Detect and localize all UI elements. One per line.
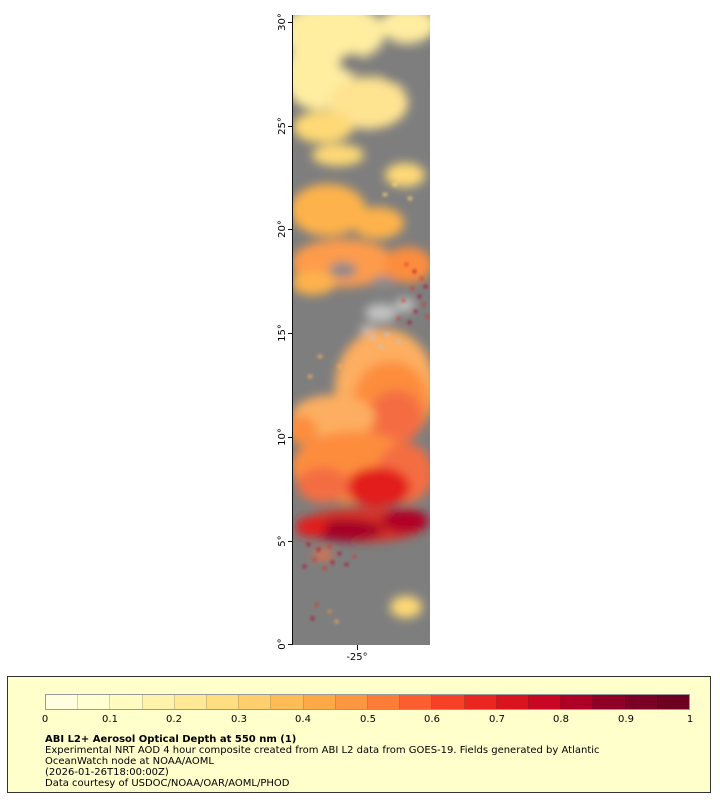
lat-tick xyxy=(288,644,293,645)
colorbar-tick-label: 0.3 xyxy=(231,714,247,725)
colorbar-cell xyxy=(78,695,111,709)
aod-data-layer xyxy=(293,15,430,618)
colorbar-tick-label: 1 xyxy=(686,714,694,725)
legend-title: ABI L2+ Aerosol Optical Depth at 550 nm … xyxy=(45,734,297,745)
colorbar-tick-label: 0.2 xyxy=(166,714,182,725)
lat-tick xyxy=(288,437,293,438)
colorbar-cell xyxy=(625,695,658,709)
lat-tick xyxy=(288,126,293,127)
colorbar-cell xyxy=(207,695,240,709)
aod-swath-map xyxy=(293,15,430,645)
colorbar-tick-label: 0.1 xyxy=(102,714,118,725)
lat-tick-label: 20° xyxy=(277,220,288,238)
colorbar-tick-label: 0.7 xyxy=(489,714,505,725)
colorbar-cell xyxy=(529,695,562,709)
legend-timestamp: (2026-01-26T18:00:00Z) xyxy=(45,767,169,778)
lon-tick xyxy=(357,645,358,650)
colorbar-cell xyxy=(657,695,690,709)
aod-speckle-layer xyxy=(303,183,429,623)
colorbar-tick-label: 0 xyxy=(41,714,49,725)
lat-tick xyxy=(288,229,293,230)
legend-text-block: ABI L2+ Aerosol Optical Depth at 550 nm … xyxy=(45,734,705,789)
lat-tick-label: 15° xyxy=(277,324,288,342)
colorbar-cell xyxy=(174,695,208,709)
colorbar-cell xyxy=(368,695,401,709)
colorbar-tick-label: 0.6 xyxy=(424,714,440,725)
colorbar-cell xyxy=(593,695,626,709)
colorbar-cell xyxy=(496,695,530,709)
lat-tick-label: 30° xyxy=(277,13,288,31)
legend-description-line: Experimental NRT AOD 4 hour composite cr… xyxy=(45,745,600,756)
colorbar-cell xyxy=(335,695,369,709)
colorbar-cell xyxy=(464,695,497,709)
lat-tick-label: 25° xyxy=(277,117,288,135)
legend-panel: 0 0.1 0.2 0.3 0.4 0.5 0.6 0.7 0.8 0.9 1 … xyxy=(7,676,711,793)
colorbar-tick-label: 0.9 xyxy=(618,714,634,725)
colorbar-tick-label: 0.4 xyxy=(295,714,311,725)
colorbar-cell xyxy=(271,695,304,709)
colorbar-cell xyxy=(110,695,143,709)
colorbar xyxy=(45,694,690,710)
lat-tick-label: 0° xyxy=(277,638,288,650)
lat-tick-label: 10° xyxy=(277,428,288,446)
aod-swath-image xyxy=(293,15,430,645)
colorbar-cell xyxy=(400,695,433,709)
lat-axis-line xyxy=(292,15,293,645)
colorbar-cell xyxy=(46,695,79,709)
lat-tick xyxy=(288,22,293,23)
colorbar-cell xyxy=(239,695,272,709)
lon-tick-label: -25° xyxy=(346,652,368,663)
colorbar-cell xyxy=(142,695,175,709)
legend-credit: Data courtesy of USDOC/NOAA/OAR/AOML/PHO… xyxy=(45,778,290,789)
lat-tick xyxy=(288,333,293,334)
colorbar-cell xyxy=(432,695,465,709)
lat-tick-label: 5° xyxy=(277,535,288,547)
colorbar-tick-label: 0.5 xyxy=(360,714,376,725)
colorbar-cell xyxy=(303,695,336,709)
colorbar-tick-label: 0.8 xyxy=(553,714,569,725)
legend-description-line: OceanWatch node at NOAA/AOML xyxy=(45,756,214,767)
colorbar-cell xyxy=(561,695,594,709)
lat-tick xyxy=(288,541,293,542)
